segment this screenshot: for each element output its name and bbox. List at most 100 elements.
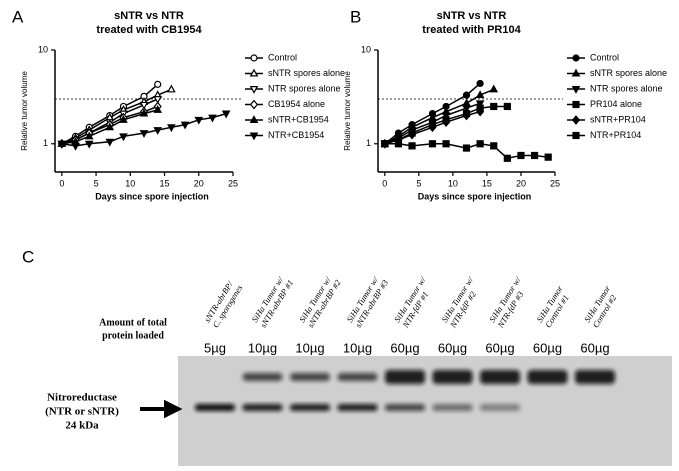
legend-marker <box>572 131 580 140</box>
amount: 60µg <box>485 340 514 355</box>
lane-label: SiHa Tumor w/NTR-fdP #3 <box>487 274 526 330</box>
y-tick-label: 1 <box>366 138 371 148</box>
data-point <box>476 106 485 117</box>
data-point <box>462 91 471 99</box>
band-upper <box>480 370 520 384</box>
y-axis-label: Relative tumor volume <box>20 71 29 151</box>
legend-label: Control <box>590 52 619 62</box>
band-upper <box>575 370 615 384</box>
lane-label: sNTR-abrBP/C. sporogenes <box>202 278 245 329</box>
legend-marker <box>249 132 259 141</box>
data-point <box>530 151 539 160</box>
legend-label: sNTR+PR104 <box>590 114 646 124</box>
data-point <box>476 140 484 148</box>
lane-label: SiHa Tumor w/NTR-fdP #1 <box>392 274 431 330</box>
data-point <box>442 140 450 148</box>
legend-marker <box>571 85 581 94</box>
amount: 10µg <box>295 340 324 355</box>
x-axis-label: Days since spore injection <box>95 191 209 201</box>
data-point <box>475 100 485 109</box>
x-tick-label: 5 <box>416 178 421 188</box>
data-point <box>153 96 163 104</box>
x-tick-label: 15 <box>160 178 170 188</box>
target-label: 24 kDa <box>65 420 99 432</box>
legend-label: sNTR spores alone <box>590 68 667 78</box>
band-upper <box>432 370 473 384</box>
chart-title: sNTR vs NTR <box>437 10 507 22</box>
amount: 60µg <box>438 340 467 355</box>
data-point <box>208 114 217 123</box>
legend-label: sNTR+CB1954 <box>268 114 329 124</box>
x-tick-label: 20 <box>516 178 526 188</box>
chart-title: treated with PR104 <box>422 24 521 36</box>
band-upper <box>385 370 425 384</box>
data-point <box>462 110 471 121</box>
legend-marker <box>249 99 259 110</box>
data-point <box>57 140 67 149</box>
legend-marker <box>571 68 581 77</box>
lane-label: SiHa Tumor w/sNTR-abrBP #2 <box>297 274 343 330</box>
x-tick-label: 20 <box>194 178 204 188</box>
legend-label: CB1954 alone <box>268 99 325 109</box>
target-label: Nitroreductase <box>47 392 117 404</box>
band-upper <box>290 373 330 381</box>
data-point <box>105 138 115 147</box>
amount: 60µg <box>390 340 419 355</box>
band-upper <box>527 370 568 384</box>
data-point <box>139 108 149 117</box>
legend-marker <box>249 68 259 77</box>
x-tick-label: 0 <box>382 178 387 188</box>
panel-label: B <box>350 7 361 26</box>
data-point <box>119 133 128 142</box>
legend-marker <box>249 85 259 94</box>
data-point <box>489 84 499 93</box>
data-point <box>180 121 190 130</box>
lane-label: SiHa Tumor w/NTR-fdP #2 <box>439 274 478 330</box>
data-point <box>544 153 552 161</box>
data-point <box>476 79 484 88</box>
chart-title: sNTR vs NTR <box>114 10 184 22</box>
data-point <box>194 116 204 125</box>
band-lower <box>290 404 330 411</box>
amount: 60µg <box>580 340 609 355</box>
y-tick-label: 10 <box>361 44 371 54</box>
data-point <box>153 127 163 135</box>
data-point <box>71 142 80 151</box>
amount: 10µg <box>248 340 277 355</box>
data-point <box>221 110 231 119</box>
x-tick-label: 0 <box>59 178 64 188</box>
x-tick-label: 10 <box>448 178 458 188</box>
data-point <box>394 140 403 148</box>
data-point <box>503 102 511 111</box>
data-point <box>84 140 94 149</box>
legend-label: Control <box>268 52 297 62</box>
x-tick-label: 25 <box>550 178 560 188</box>
band-lower <box>480 404 520 411</box>
amount: 10µg <box>343 340 372 355</box>
y-axis-label: Relative tumor volume <box>343 71 352 151</box>
data-point <box>462 105 471 113</box>
data-point <box>84 131 94 140</box>
data-point <box>167 124 176 133</box>
data-point <box>428 140 437 148</box>
data-point <box>503 154 511 162</box>
data-point <box>408 142 416 150</box>
panel-label: A <box>12 7 24 26</box>
chart-title: treated with CB1954 <box>96 24 202 36</box>
data-point <box>517 151 525 160</box>
target-label: (NTR or sNTR) <box>45 406 119 418</box>
data-point <box>381 140 389 148</box>
x-tick-label: 10 <box>125 178 135 188</box>
amount-label: Amount of total <box>99 317 167 328</box>
legend-marker <box>571 115 581 125</box>
y-tick-label: 10 <box>38 44 48 54</box>
data-point <box>490 102 498 111</box>
data-point <box>105 122 115 131</box>
band-lower <box>195 404 235 411</box>
legend-label: NTR+CB1954 <box>268 130 324 140</box>
data-point <box>153 105 163 113</box>
legend-label: NTR spores alone <box>268 83 341 93</box>
data-point <box>475 90 485 99</box>
data-point <box>490 142 498 150</box>
